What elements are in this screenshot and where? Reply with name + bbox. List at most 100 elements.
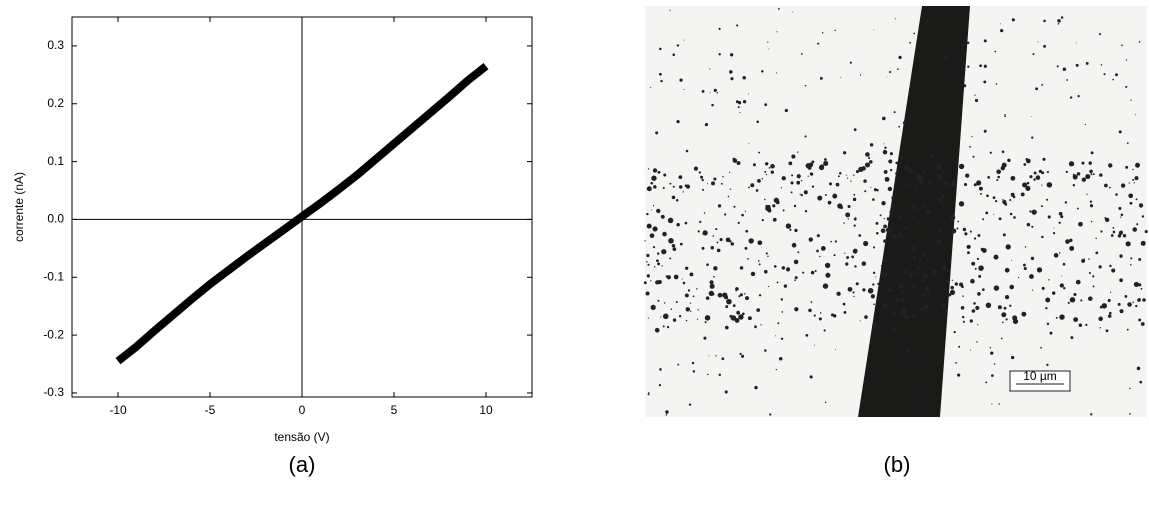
speck [821,32,824,34]
speck [704,123,709,127]
speck [1120,216,1122,218]
speck [1083,258,1085,260]
speck [724,390,728,394]
speck [657,170,661,174]
speck [660,214,665,219]
speck [880,228,886,234]
speck [724,213,727,216]
speck [689,272,694,277]
speck [1098,316,1103,322]
speck [652,168,658,173]
speck [863,401,865,403]
speck [1059,283,1064,288]
speck [764,269,768,274]
speck [736,161,741,166]
speck [729,70,733,74]
speck [909,232,912,235]
speck [1090,413,1093,416]
speck [768,48,770,50]
speck [685,319,688,322]
speck [1138,297,1141,300]
speck [711,181,715,186]
speck [703,336,707,340]
speck [679,185,683,189]
speck [659,47,662,51]
speck [709,283,715,289]
speck [1004,115,1006,118]
speck [922,153,924,155]
speck [997,305,1002,310]
speck [692,295,695,298]
speck [781,311,784,313]
speck [903,314,909,320]
speck [1037,41,1039,43]
speck [958,163,965,170]
speck [1098,33,1102,36]
speck [850,180,852,182]
speck [1004,202,1008,206]
speck [1124,295,1128,298]
speck [1072,174,1078,180]
speck [716,248,721,253]
speck [662,186,665,190]
speck [1033,178,1036,181]
speck [904,226,909,231]
speck [1075,63,1079,67]
speck [917,194,919,196]
speck [1007,158,1011,163]
speck [1040,205,1043,208]
speck [921,204,925,208]
speck [780,298,784,301]
speck [646,212,649,216]
speck [666,412,668,414]
speck [973,183,977,187]
speck [899,215,903,220]
speck [729,171,731,174]
speck [1029,274,1034,279]
speck [713,177,717,181]
speck [917,174,922,180]
speck [895,171,899,175]
speck [971,261,976,266]
speck [951,228,957,234]
speck [1076,172,1081,176]
speck [879,214,882,217]
speck [835,349,837,351]
speck [1061,275,1063,277]
speck [912,314,917,319]
speck [1055,316,1058,319]
speck [800,52,803,55]
speck [1105,329,1109,333]
speck [1045,307,1048,310]
speck [679,78,683,82]
speck [900,157,903,160]
speck [882,303,888,309]
speck [1000,23,1001,25]
speck [960,306,965,310]
speck [767,41,769,43]
micrograph: 10 µm [643,6,1148,417]
speck [793,259,799,265]
speck [800,179,803,182]
speck [1120,183,1126,188]
speck [718,27,721,30]
speck [1119,254,1123,258]
speck [1077,94,1080,98]
speck [1000,337,1003,340]
speck [682,191,684,193]
speck [685,149,689,153]
speck [887,288,892,293]
speck [760,324,762,326]
speck [927,180,932,185]
x-tick-label: 5 [391,403,398,417]
speck [784,108,788,113]
x-tick-label: -5 [205,403,216,417]
speck [682,281,686,285]
speck [818,317,822,321]
speck [828,182,832,186]
speck [1066,79,1069,81]
speck [706,183,708,185]
speck [1132,168,1134,171]
speck [791,154,796,159]
speck [669,182,672,185]
